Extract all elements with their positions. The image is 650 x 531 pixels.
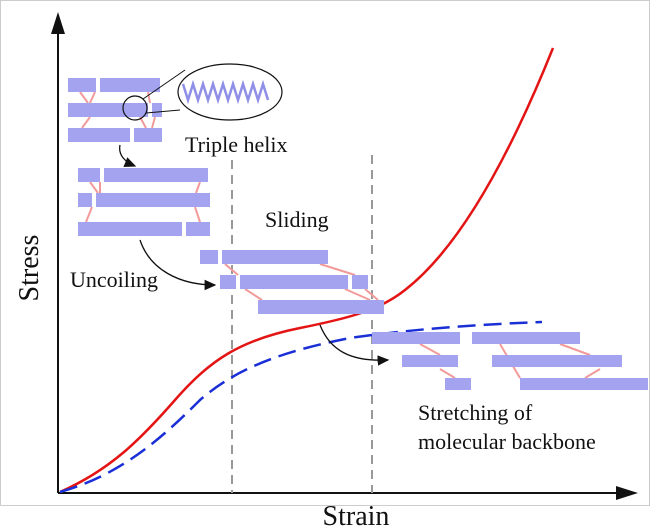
reference-curve [59, 320, 543, 494]
fibril-group [372, 332, 648, 390]
label: Sliding [265, 207, 329, 232]
x-axis-label: Strain [323, 501, 390, 531]
fibril-group [200, 250, 384, 314]
label: molecular backbone [418, 429, 596, 454]
fibril-group [68, 63, 283, 142]
label: Uncoiling [70, 267, 158, 292]
label: Stretching of [418, 400, 533, 425]
label: Triple helix [185, 132, 287, 157]
axes [51, 12, 638, 500]
y-axis-label: Stress [14, 235, 45, 302]
stress-curve [59, 47, 555, 494]
fibril-group [78, 168, 210, 236]
